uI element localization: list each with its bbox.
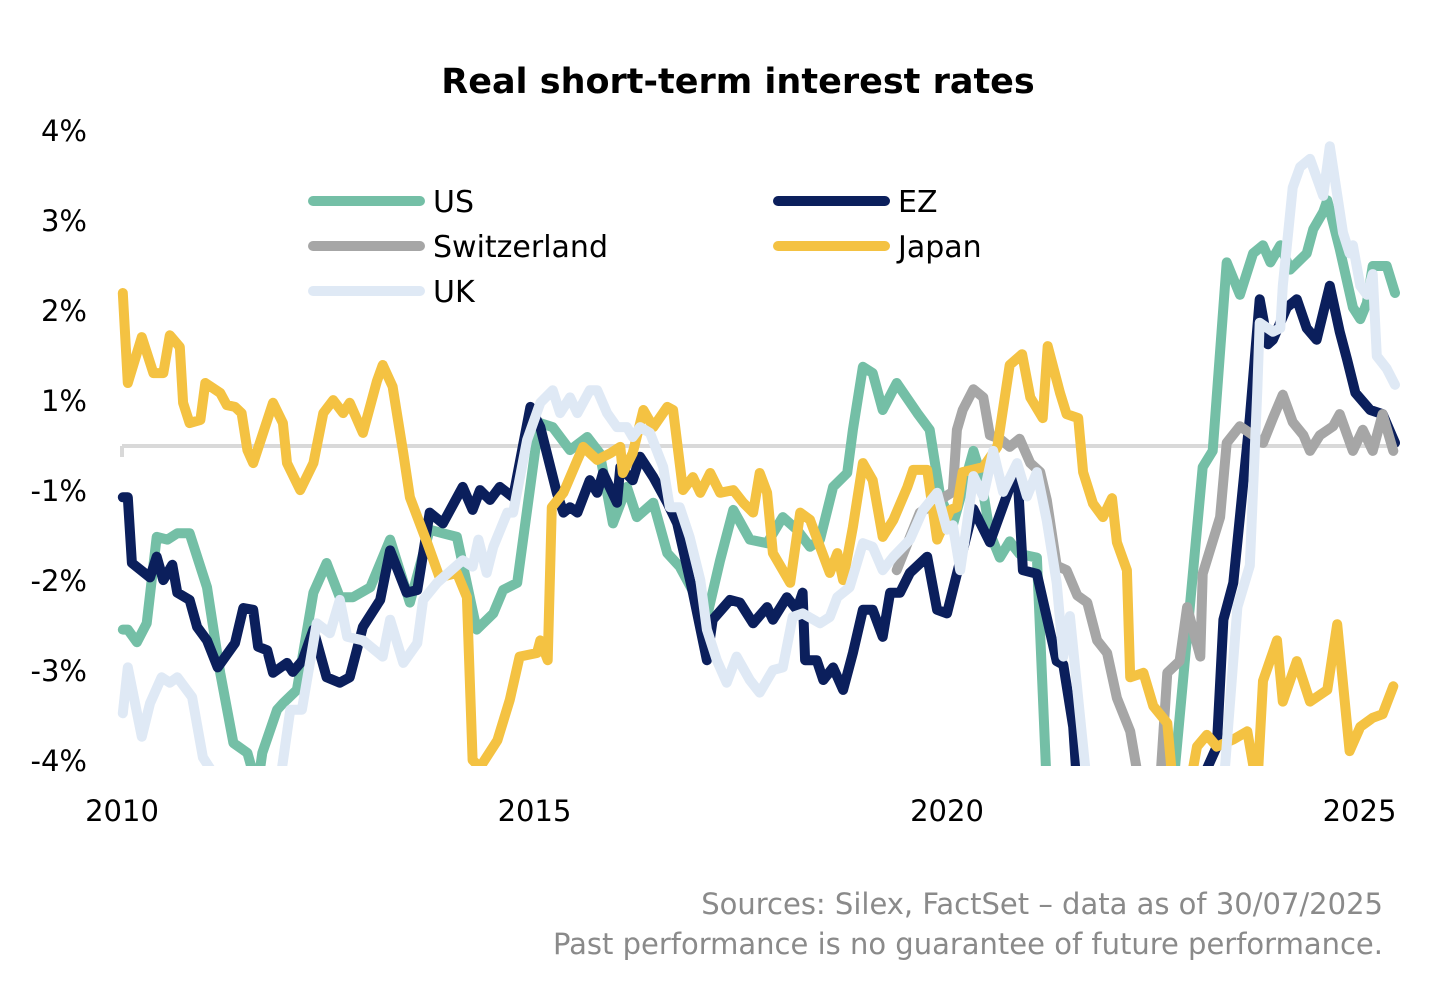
x-tick-label: 2025 <box>1323 794 1397 828</box>
legend: US EZ Switzerland Japan UK <box>308 185 982 310</box>
legend-label: Switzerland <box>433 230 608 265</box>
legend-item-switzerland: Switzerland <box>308 230 608 265</box>
y-tick-label: 1% <box>41 384 87 418</box>
y-axis: 4% 3% 2% 1% -1% -2% -3% -4% <box>31 114 87 778</box>
legend-label: EZ <box>898 185 938 220</box>
y-tick-label: -4% <box>31 744 87 778</box>
legend-label: UK <box>433 275 476 310</box>
y-tick-label: 2% <box>41 294 87 328</box>
x-tick-label: 2020 <box>910 794 984 828</box>
legend-item-japan: Japan <box>773 230 982 265</box>
chart-title: Real short-term interest rates <box>441 62 1035 102</box>
y-tick-label: 3% <box>41 204 87 238</box>
series-group <box>117 141 1400 766</box>
legend-item-uk: UK <box>308 275 476 310</box>
source-note: Sources: Silex, FactSet – data as of 30/… <box>701 887 1383 921</box>
series-line-uk <box>117 141 1400 766</box>
y-tick-label: -2% <box>31 564 87 598</box>
series-line-us <box>117 195 1400 766</box>
legend-item-ez: EZ <box>773 185 938 220</box>
legend-item-us: US <box>308 185 474 220</box>
legend-label: US <box>433 185 474 220</box>
series-line-ez <box>117 280 1400 766</box>
x-axis: 2010 2015 2020 2025 <box>85 794 1396 828</box>
y-tick-label: 4% <box>41 114 87 148</box>
x-tick-label: 2015 <box>498 794 572 828</box>
y-tick-label: -3% <box>31 654 87 688</box>
legend-label: Japan <box>896 230 982 265</box>
disclaimer-note: Past performance is no guarantee of futu… <box>553 927 1383 961</box>
series-line-japan <box>117 288 1399 766</box>
x-tick-label: 2010 <box>85 794 159 828</box>
y-tick-label: -1% <box>31 474 87 508</box>
